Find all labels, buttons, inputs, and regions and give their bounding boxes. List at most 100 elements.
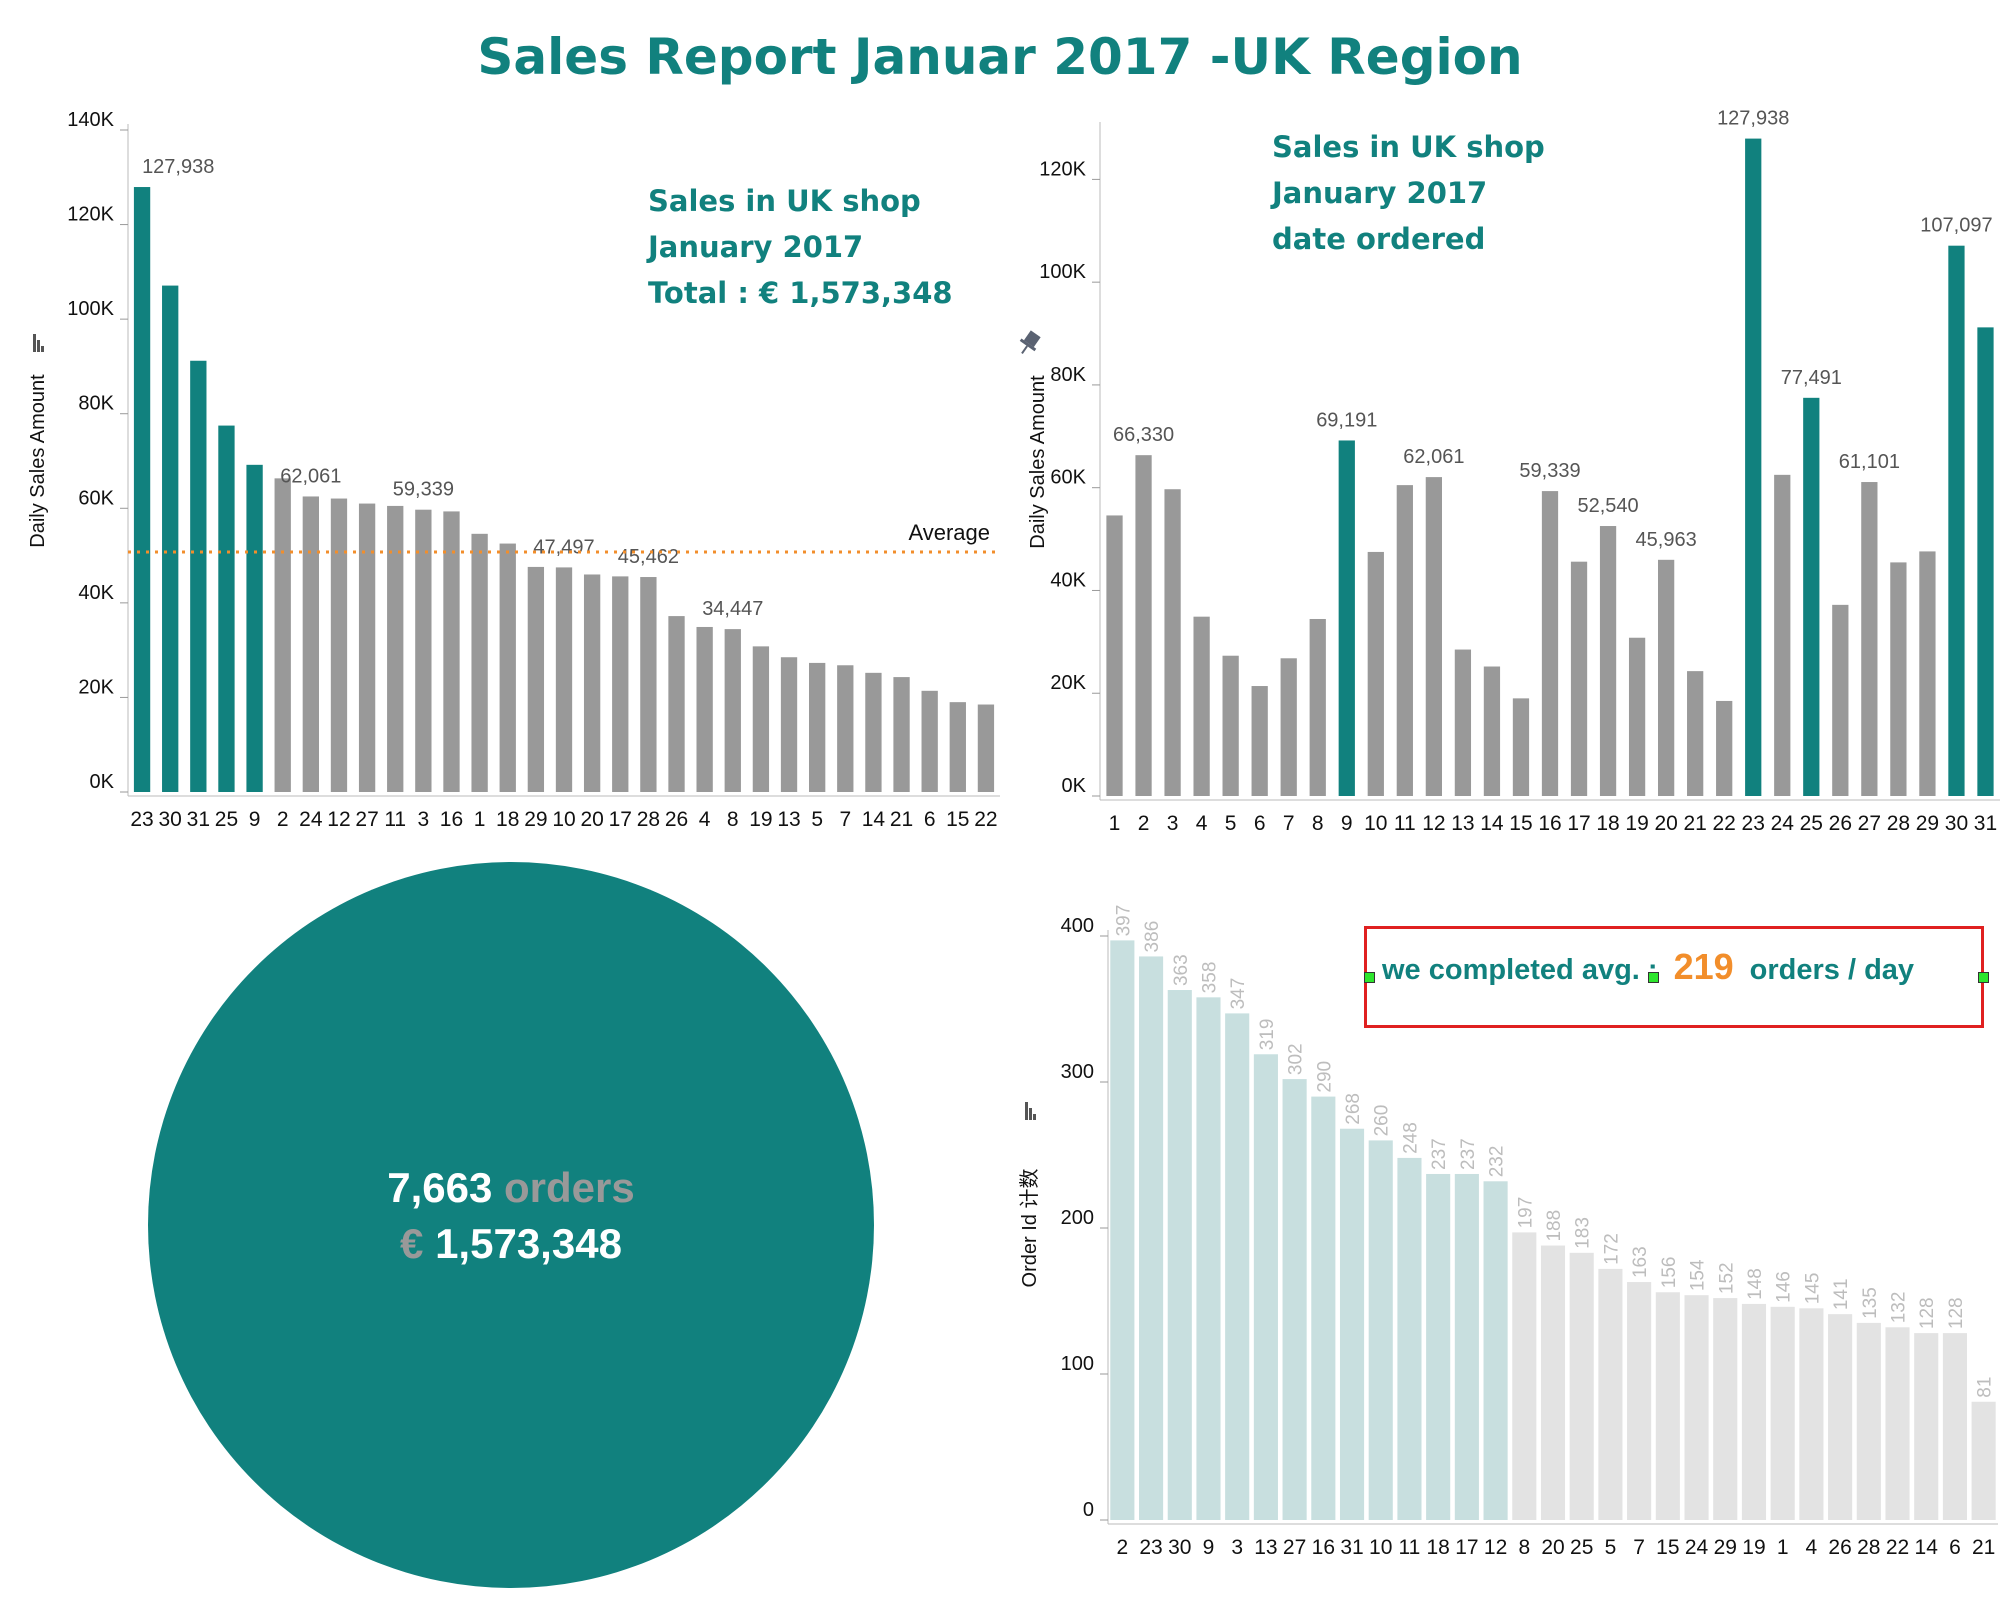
bar <box>1106 515 1123 796</box>
x-tick-label: 27 <box>1283 1536 1306 1559</box>
bar <box>1396 485 1413 796</box>
x-tick-label: 20 <box>1654 812 1677 835</box>
x-tick-label: 3 <box>1167 812 1179 835</box>
pin-icon <box>1019 330 1041 355</box>
bar <box>1948 245 1965 797</box>
x-tick-label: 13 <box>777 808 800 831</box>
bar <box>780 657 798 792</box>
data-label: 62,061 <box>1403 446 1464 468</box>
x-tick-label: 2 <box>1138 812 1150 835</box>
x-tick-label: 28 <box>1887 812 1910 835</box>
x-tick-label: 21 <box>890 808 913 831</box>
data-label: 135 <box>1860 1287 1881 1319</box>
x-tick-label: 27 <box>1858 812 1881 835</box>
x-tick-label: 13 <box>1254 1536 1277 1559</box>
bar <box>1367 551 1384 796</box>
data-label: 128 <box>1917 1297 1938 1329</box>
x-tick-label: 9 <box>1203 1536 1215 1559</box>
sort-icon-bar <box>37 340 40 352</box>
bar <box>1483 1181 1508 1520</box>
sort-icon-bar <box>41 346 44 352</box>
y-tick-label: 80K <box>1050 364 1086 386</box>
data-label: 237 <box>1429 1138 1450 1170</box>
bar <box>330 498 348 792</box>
x-tick-label: 28 <box>637 808 660 831</box>
bar <box>977 704 995 792</box>
bar <box>837 665 854 792</box>
x-tick-label: 3 <box>1231 1536 1243 1559</box>
data-label: 47,497 <box>533 536 594 558</box>
x-tick-label: 10 <box>552 808 575 831</box>
bar <box>1397 1157 1422 1520</box>
bar <box>1942 1333 1967 1520</box>
x-tick-label: 15 <box>1509 812 1532 835</box>
bar <box>583 574 601 792</box>
bar <box>1225 1013 1250 1520</box>
bar <box>1338 440 1355 796</box>
x-tick-label: 12 <box>327 808 350 831</box>
bar <box>1628 637 1646 796</box>
x-tick-label: 4 <box>1196 812 1208 835</box>
data-label: 77,491 <box>1781 367 1842 389</box>
x-tick-label: 25 <box>215 808 238 831</box>
data-label: 34,447 <box>702 598 763 620</box>
x-tick-label: 1 <box>1109 812 1121 835</box>
bar <box>1799 1308 1824 1520</box>
x-tick-label: 22 <box>974 808 997 831</box>
x-tick-label: 15 <box>946 808 969 831</box>
sorted-sales-title: Sales in UK shop January 2017 Total : € … <box>648 178 953 316</box>
x-tick-label: 2 <box>277 808 289 831</box>
bar <box>1253 1054 1278 1520</box>
date-sales-title: Sales in UK shop January 2017 date order… <box>1272 124 1545 262</box>
y-tick-label: 20K <box>78 676 114 698</box>
bar <box>1110 940 1135 1520</box>
orders-word: orders <box>504 1164 635 1211</box>
resize-handle-left[interactable] <box>1364 972 1375 983</box>
bar <box>1196 997 1221 1520</box>
data-label: 66,330 <box>1113 424 1174 446</box>
x-tick-label: 29 <box>1916 812 1939 835</box>
orders-line: 7,663 orders <box>148 1160 874 1216</box>
sort-icon-bar <box>33 334 36 352</box>
x-tick-label: 24 <box>1685 1536 1709 1559</box>
bar <box>1251 686 1268 796</box>
data-label: 61,101 <box>1839 451 1900 473</box>
bar <box>612 576 629 792</box>
x-tick-label: 14 <box>1915 1536 1939 1559</box>
bar <box>809 662 826 792</box>
y-tick-label: 140K <box>67 109 114 131</box>
bar <box>1282 1079 1307 1520</box>
pin-icon-base <box>1019 338 1037 352</box>
data-label: 248 <box>1400 1122 1421 1154</box>
x-tick-label: 28 <box>1857 1536 1880 1559</box>
data-label: 59,339 <box>1519 460 1580 482</box>
y-tick-label: 100K <box>1039 261 1086 283</box>
bar <box>1977 327 1994 796</box>
bar <box>133 187 151 793</box>
x-tick-label: 1 <box>1777 1536 1789 1559</box>
bar <box>162 285 179 792</box>
data-label: 188 <box>1544 1210 1565 1242</box>
resize-handle-right[interactable] <box>1978 972 1989 983</box>
bar <box>1193 616 1210 796</box>
data-label: 156 <box>1659 1257 1680 1289</box>
data-label: 237 <box>1458 1138 1479 1170</box>
x-tick-label: 31 <box>1974 812 1997 835</box>
summary-text: 7,663 orders € 1,573,348 <box>148 1160 874 1272</box>
y-tick-label: 400 <box>1061 915 1094 937</box>
bar <box>1684 1295 1709 1520</box>
y-tick-label: 0 <box>1083 1499 1094 1521</box>
resize-handle-middle[interactable] <box>1648 972 1659 983</box>
x-tick-label: 30 <box>1168 1536 1191 1559</box>
x-tick-label: 16 <box>1538 812 1561 835</box>
x-tick-label: 23 <box>1742 812 1765 835</box>
data-label: 145 <box>1802 1273 1823 1305</box>
x-tick-label: 18 <box>1596 812 1619 835</box>
data-label: 146 <box>1774 1271 1795 1303</box>
bar <box>1861 482 1878 796</box>
x-tick-label: 5 <box>811 808 823 831</box>
bar <box>1741 1303 1767 1520</box>
data-label: 141 <box>1831 1278 1852 1310</box>
sorted-sales-chart: 0K 20K 40K 60K 80K 100K 120K 140K Daily Sales Am… <box>27 109 1000 831</box>
bar <box>415 509 432 792</box>
